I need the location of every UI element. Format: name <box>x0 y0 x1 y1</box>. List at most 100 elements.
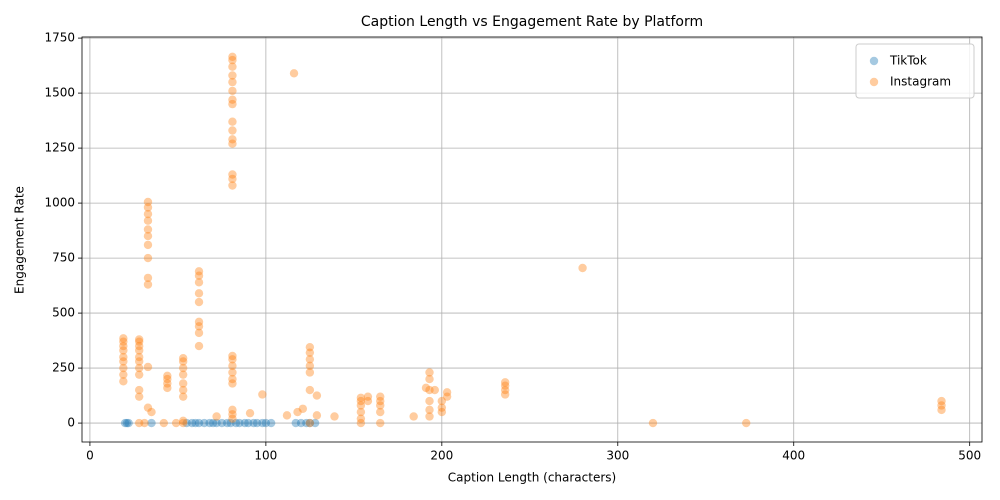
point <box>228 77 237 87</box>
point <box>147 407 156 417</box>
point <box>937 401 946 410</box>
point <box>249 418 258 428</box>
point <box>178 392 188 401</box>
point <box>937 396 946 406</box>
point <box>178 363 188 373</box>
point <box>163 374 172 384</box>
point <box>425 405 434 415</box>
point <box>228 55 237 65</box>
point <box>134 392 144 401</box>
point <box>194 278 204 287</box>
point <box>289 69 299 78</box>
point <box>122 418 132 428</box>
point <box>376 396 385 406</box>
point <box>178 379 188 388</box>
point <box>163 379 172 388</box>
point <box>305 418 315 428</box>
point <box>742 418 751 428</box>
point <box>194 341 204 351</box>
point <box>182 418 191 428</box>
x-tick-label: 0 <box>86 449 94 463</box>
point <box>228 181 237 190</box>
y-tick-label: 750 <box>52 251 75 265</box>
plot-frame <box>81 36 983 443</box>
y-tick-label: 1500 <box>44 86 75 100</box>
point <box>178 418 188 428</box>
point <box>143 203 153 212</box>
point <box>228 86 237 96</box>
point <box>134 352 144 362</box>
point <box>212 418 221 428</box>
point <box>937 405 946 415</box>
point <box>231 418 241 428</box>
point <box>266 418 276 428</box>
point <box>143 225 153 234</box>
point <box>228 99 237 109</box>
point <box>421 383 431 393</box>
point <box>119 341 128 351</box>
point <box>500 381 510 390</box>
point <box>291 418 300 428</box>
point <box>134 385 144 395</box>
point <box>140 418 149 428</box>
x-tick-label: 300 <box>606 449 629 463</box>
point <box>305 361 315 371</box>
point <box>143 231 153 241</box>
y-axis-label: Engagement Rate <box>13 186 27 294</box>
point <box>120 418 130 428</box>
point <box>240 418 249 428</box>
legend-label: TikTok <box>889 54 927 68</box>
point <box>305 342 315 352</box>
point <box>305 348 315 357</box>
point <box>425 374 434 384</box>
point <box>500 385 510 395</box>
point <box>258 418 267 428</box>
point <box>228 174 237 184</box>
point <box>194 317 204 327</box>
point <box>235 418 244 428</box>
point <box>134 337 144 346</box>
point <box>425 412 434 421</box>
x-tick-label: 200 <box>430 449 453 463</box>
point <box>282 411 292 420</box>
point <box>200 418 209 428</box>
point <box>212 412 221 421</box>
point <box>147 418 156 428</box>
x-axis-label: Caption Length (characters) <box>448 471 616 485</box>
point <box>119 377 128 386</box>
point <box>187 418 197 428</box>
point <box>119 363 128 373</box>
point <box>205 418 214 428</box>
point <box>194 322 204 331</box>
point <box>143 209 153 219</box>
point <box>312 391 322 400</box>
point <box>228 71 237 80</box>
point <box>143 197 153 207</box>
point <box>305 355 315 364</box>
point <box>425 368 434 377</box>
point <box>430 385 439 395</box>
point <box>648 418 658 428</box>
x-tick-label: 100 <box>254 449 277 463</box>
point <box>217 418 227 428</box>
point <box>376 392 385 401</box>
point <box>178 370 188 379</box>
point <box>124 418 133 428</box>
point <box>376 401 385 410</box>
point <box>409 412 418 421</box>
point <box>437 396 447 406</box>
point <box>302 418 311 428</box>
point <box>134 341 144 351</box>
point <box>119 337 128 346</box>
point <box>312 411 322 420</box>
point <box>163 371 172 380</box>
point <box>119 357 128 366</box>
point <box>119 370 128 379</box>
y-tick-label: 500 <box>52 306 75 320</box>
point <box>194 328 204 338</box>
point <box>143 273 153 283</box>
y-tick-label: 250 <box>52 361 75 375</box>
point <box>143 240 153 250</box>
point <box>228 414 237 423</box>
